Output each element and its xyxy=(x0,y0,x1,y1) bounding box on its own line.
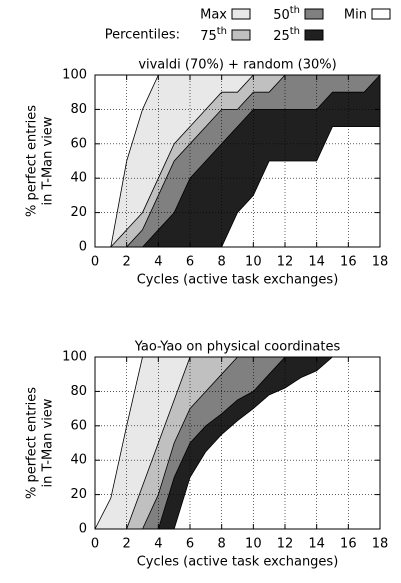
x-tick-label: 10 xyxy=(245,255,262,270)
plot xyxy=(94,73,381,248)
x-tick-label: 18 xyxy=(372,537,389,552)
plot-frame xyxy=(94,356,381,530)
x-tick-label: 8 xyxy=(218,537,226,552)
x-tick-label: 2 xyxy=(123,255,131,270)
legend-swatch xyxy=(231,8,251,20)
y-axis-label: % perfect entries xyxy=(25,387,40,499)
x-tick-label: 0 xyxy=(91,537,99,552)
legend-swatch xyxy=(371,8,391,20)
y-axis-label: in T-Man view xyxy=(41,398,56,487)
x-tick-label: 4 xyxy=(154,255,162,270)
legend-swatch xyxy=(231,29,251,41)
x-tick-label: 16 xyxy=(340,537,357,552)
x-tick-label: 14 xyxy=(308,537,325,552)
x-tick-label: 10 xyxy=(245,537,262,552)
x-tick-label: 4 xyxy=(154,537,162,552)
legend-label: Min xyxy=(344,8,367,23)
y-tick-label: 40 xyxy=(70,171,87,186)
legend-title: Percentiles: xyxy=(105,28,180,43)
legend-label: 25th xyxy=(273,26,300,44)
legend-swatch xyxy=(304,8,324,20)
plot xyxy=(94,356,381,530)
x-tick-label: 16 xyxy=(340,255,357,270)
legend-label: 50th xyxy=(273,5,300,23)
x-axis-label: Cycles (active task exchanges) xyxy=(137,555,339,570)
x-tick-label: 8 xyxy=(218,255,226,270)
x-tick-label: 2 xyxy=(123,537,131,552)
y-tick-label: 100 xyxy=(62,68,87,83)
y-tick-label: 80 xyxy=(70,384,87,399)
chart-title: Yao-Yao on physical coordinates xyxy=(134,340,341,355)
y-axis-label: % perfect entries xyxy=(25,105,40,217)
y-tick-label: 40 xyxy=(70,453,87,468)
x-axis-label: Cycles (active task exchanges) xyxy=(137,273,339,288)
y-tick-label: 80 xyxy=(70,102,87,117)
y-tick-label: 20 xyxy=(70,487,87,502)
plot-frame xyxy=(94,74,381,248)
x-tick-label: 18 xyxy=(372,255,389,270)
x-tick-label: 12 xyxy=(277,537,294,552)
y-axis-label: in T-Man view xyxy=(41,116,56,205)
y-tick-label: 20 xyxy=(70,205,87,220)
x-tick-label: 14 xyxy=(308,255,325,270)
y-tick-label: 60 xyxy=(70,418,87,433)
y-tick-label: 0 xyxy=(79,522,87,537)
x-tick-label: 0 xyxy=(91,255,99,270)
legend-label: 75th xyxy=(200,26,227,44)
legend-label: Max xyxy=(200,8,227,23)
x-tick-label: 12 xyxy=(277,255,294,270)
y-tick-label: 100 xyxy=(62,350,87,365)
x-tick-label: 6 xyxy=(186,255,194,270)
y-tick-label: 60 xyxy=(70,136,87,151)
x-tick-label: 6 xyxy=(186,537,194,552)
legend-swatch xyxy=(304,29,324,41)
y-tick-label: 0 xyxy=(79,240,87,255)
chart-title: vivaldi (70%) + random (30%) xyxy=(138,58,336,73)
